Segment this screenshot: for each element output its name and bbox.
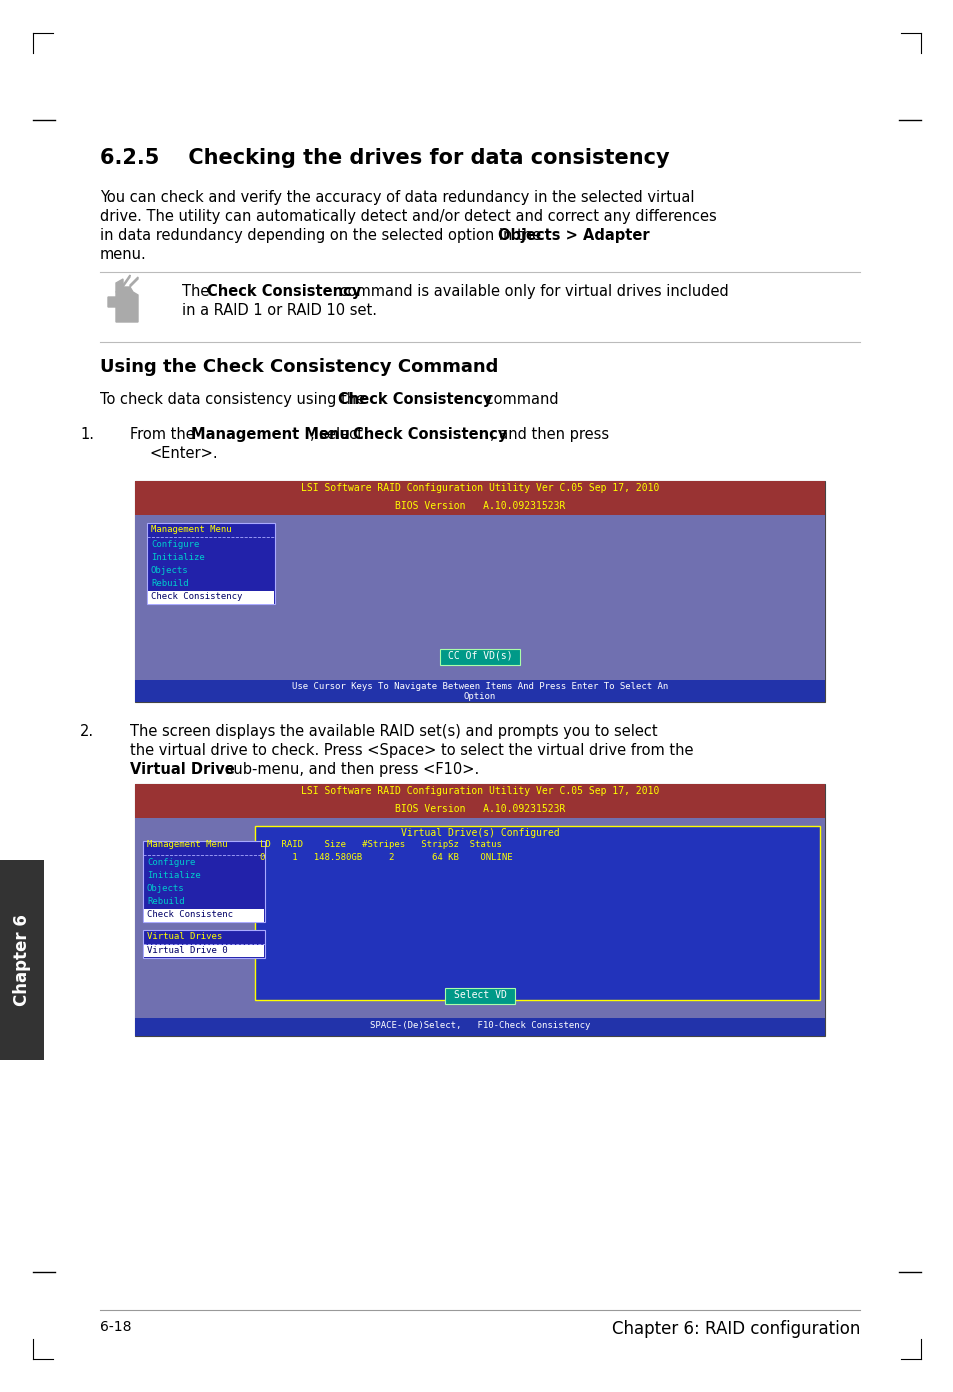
Text: in data redundancy depending on the selected option in the: in data redundancy depending on the sele… <box>100 228 545 244</box>
Text: Option: Option <box>463 692 496 702</box>
Text: Virtual Drives: Virtual Drives <box>147 933 222 941</box>
Text: 6.2.5    Checking the drives for data consistency: 6.2.5 Checking the drives for data consi… <box>100 148 669 168</box>
Text: , and then press: , and then press <box>490 427 608 443</box>
Text: Chapter 6: RAID configuration: Chapter 6: RAID configuration <box>611 1320 859 1338</box>
Text: sub-menu, and then press <F10>.: sub-menu, and then press <F10>. <box>221 761 478 777</box>
Text: Virtual Drive(s) Configured: Virtual Drive(s) Configured <box>400 828 558 838</box>
Text: BIOS Version   A.10.09231523R: BIOS Version A.10.09231523R <box>395 805 564 814</box>
Polygon shape <box>116 278 123 292</box>
Text: Use Cursor Keys To Navigate Between Items And Press Enter To Select An: Use Cursor Keys To Navigate Between Item… <box>292 682 667 690</box>
Text: Objects: Objects <box>147 884 185 894</box>
Text: BIOS Version   A.10.09231523R: BIOS Version A.10.09231523R <box>395 501 564 511</box>
Text: Check Consistency: Check Consistency <box>353 427 507 443</box>
Text: drive. The utility can automatically detect and/or detect and correct any differ: drive. The utility can automatically det… <box>100 209 716 224</box>
Text: LSI Software RAID Configuration Utility Ver C.05 Sep 17, 2010: LSI Software RAID Configuration Utility … <box>300 483 659 493</box>
Text: Check Consistency: Check Consistency <box>337 393 492 406</box>
Bar <box>135 681 824 702</box>
Text: CC Of VD(s): CC Of VD(s) <box>447 651 512 661</box>
Bar <box>147 523 274 604</box>
Bar <box>135 802 824 818</box>
Text: Check Consistency: Check Consistency <box>151 592 242 601</box>
Polygon shape <box>123 276 130 287</box>
Text: Initialize: Initialize <box>151 553 205 562</box>
Bar <box>148 592 274 604</box>
Text: in a RAID 1 or RAID 10 set.: in a RAID 1 or RAID 10 set. <box>182 303 376 317</box>
Text: Rebuild: Rebuild <box>147 896 185 906</box>
Text: 2.: 2. <box>80 724 94 739</box>
Text: Objects > Adapter: Objects > Adapter <box>497 228 649 244</box>
Text: The screen displays the available RAID set(s) and prompts you to select: The screen displays the available RAID s… <box>130 724 657 739</box>
Text: LD  RAID    Size   #Stripes   StripSz  Status: LD RAID Size #Stripes StripSz Status <box>260 839 501 849</box>
Polygon shape <box>130 277 138 287</box>
Text: Check Consistenc: Check Consistenc <box>147 910 233 919</box>
Text: the virtual drive to check. Press <Space> to select the virtual drive from the: the virtual drive to check. Press <Space… <box>130 743 693 759</box>
Bar <box>0 860 44 1059</box>
Bar <box>135 515 824 681</box>
Text: 0     1   148.580GB     2       64 KB    ONLINE: 0 1 148.580GB 2 64 KB ONLINE <box>260 853 512 862</box>
Text: 6-18: 6-18 <box>100 1320 132 1334</box>
Text: The: The <box>182 284 213 299</box>
Text: <Enter>.: <Enter>. <box>150 445 218 461</box>
Polygon shape <box>108 287 138 322</box>
Text: , select: , select <box>310 427 367 443</box>
Text: Chapter 6: Chapter 6 <box>13 915 30 1006</box>
Text: Virtual Drive: Virtual Drive <box>130 761 234 777</box>
Text: command: command <box>480 393 558 406</box>
Text: Configure: Configure <box>151 540 199 548</box>
Text: Management Menu: Management Menu <box>147 839 228 849</box>
Text: Management Menu: Management Menu <box>191 427 350 443</box>
Text: menu.: menu. <box>100 246 147 262</box>
Text: SPACE-(De)Select,   F10-Check Consistency: SPACE-(De)Select, F10-Check Consistency <box>370 1020 590 1030</box>
Text: command is available only for virtual drives included: command is available only for virtual dr… <box>335 284 728 299</box>
Text: Management Menu: Management Menu <box>151 525 232 535</box>
Bar <box>135 1018 824 1036</box>
Bar <box>444 988 515 1004</box>
Text: Configure: Configure <box>147 857 195 867</box>
Text: Select VD: Select VD <box>453 990 506 999</box>
Text: Objects: Objects <box>151 567 189 575</box>
Bar <box>143 841 265 922</box>
Text: 1.: 1. <box>80 427 94 443</box>
Bar <box>135 482 824 498</box>
Text: Rebuild: Rebuild <box>151 579 189 587</box>
Bar <box>135 818 824 1018</box>
Bar <box>143 930 265 958</box>
Bar <box>144 945 264 958</box>
Text: To check data consistency using the: To check data consistency using the <box>100 393 370 406</box>
Bar <box>135 482 824 702</box>
Bar <box>135 498 824 515</box>
Text: You can check and verify the accuracy of data redundancy in the selected virtual: You can check and verify the accuracy of… <box>100 189 694 205</box>
Text: Initialize: Initialize <box>147 871 200 880</box>
Bar <box>144 909 264 922</box>
Text: LSI Software RAID Configuration Utility Ver C.05 Sep 17, 2010: LSI Software RAID Configuration Utility … <box>300 786 659 796</box>
Text: Virtual Drive 0: Virtual Drive 0 <box>147 947 228 955</box>
Text: From the: From the <box>130 427 199 443</box>
Bar <box>439 649 519 665</box>
Bar <box>135 784 824 802</box>
Bar <box>135 784 824 1036</box>
Bar <box>254 825 820 999</box>
Text: Check Consistency: Check Consistency <box>207 284 361 299</box>
Text: Using the Check Consistency Command: Using the Check Consistency Command <box>100 358 497 376</box>
